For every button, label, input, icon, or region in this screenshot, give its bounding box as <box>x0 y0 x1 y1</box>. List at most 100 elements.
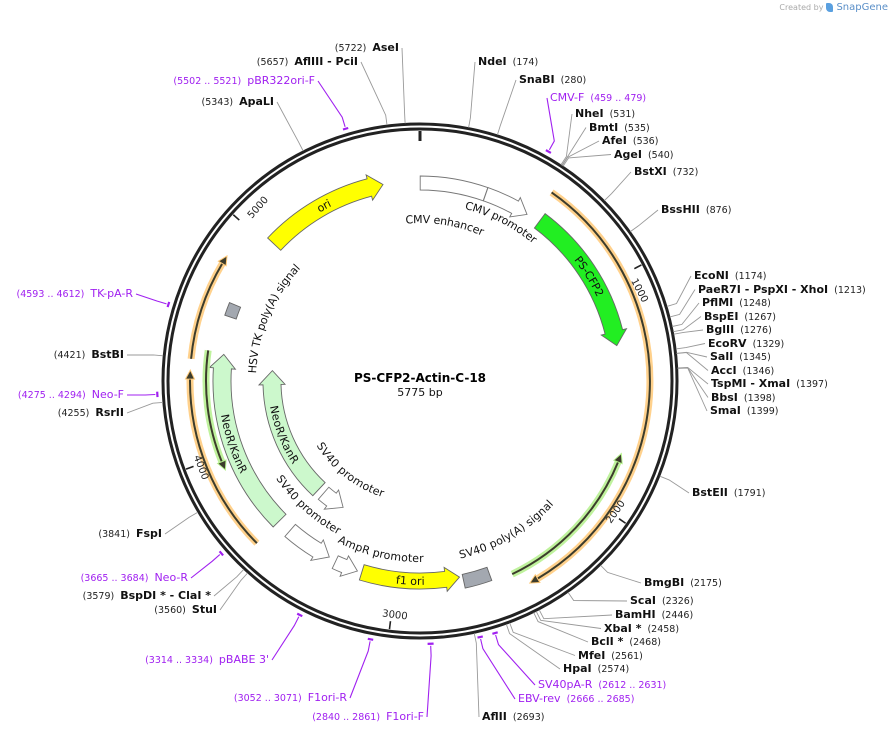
enzyme-name: SalI <box>710 350 734 363</box>
restriction-site-label[interactable]: BssHII (876) <box>661 203 737 218</box>
primer-binding-mark[interactable] <box>477 635 484 639</box>
restriction-site-label[interactable]: AfeI (536) <box>602 134 664 149</box>
primer-range: (3314 .. 3334) <box>145 655 213 666</box>
feature-sv40-promoter[interactable]: SV40 promoter <box>302 345 482 510</box>
primer-label[interactable]: SV40pA-R (2612 .. 2631) <box>538 678 672 693</box>
primer-label[interactable]: (5502 .. 5521) pBR322ori-F <box>167 74 315 89</box>
restriction-site-label[interactable]: PaeR7I - PspXI - XhoI (1213) <box>698 283 872 298</box>
restriction-site-label[interactable]: SalI (1345) <box>710 350 777 365</box>
enzyme-name: RsrII <box>95 406 124 419</box>
leader-line <box>567 592 628 602</box>
enzyme-name: BbsI <box>711 390 738 404</box>
primer-binding-mark[interactable] <box>342 126 349 131</box>
feature-translated-region[interactable] <box>184 368 260 546</box>
cut-position: (2693) <box>512 712 545 723</box>
restriction-site-label[interactable]: SmaI (1399) <box>710 404 785 419</box>
restriction-site-label[interactable]: BstXI (732) <box>634 165 704 180</box>
restriction-site-label[interactable]: BbsI (1398) <box>711 391 782 406</box>
feature-translated-region[interactable] <box>528 189 654 584</box>
restriction-site-label[interactable]: AflII (2693) <box>482 710 550 725</box>
primer-label[interactable]: EBV-rev (2666 .. 2685) <box>518 692 640 707</box>
enzyme-name: NdeI <box>478 55 507 68</box>
feature-shape <box>358 564 461 593</box>
primer-label[interactable]: (3314 .. 3334) pBABE 3' <box>139 653 269 668</box>
primer-binding-mark[interactable] <box>166 301 171 308</box>
leader-line <box>271 616 300 661</box>
feature-translated-region[interactable] <box>202 349 227 472</box>
restriction-site-label[interactable]: TspMI - XmaI (1397) <box>711 377 834 392</box>
restriction-site-label[interactable]: HpaI (2574) <box>563 662 635 677</box>
cut-position: (535) <box>624 122 650 134</box>
restriction-site-label[interactable]: EcoNI (1174) <box>694 269 772 284</box>
cut-position: (1329) <box>752 338 785 350</box>
cut-position: (1174) <box>734 271 767 282</box>
restriction-site-label[interactable]: EcoRV (1329) <box>708 337 790 352</box>
cut-position: (1398) <box>743 392 776 404</box>
restriction-site-label[interactable]: (5722) AseI <box>329 41 399 56</box>
cut-position: (5657) <box>256 57 289 68</box>
primer-range: (2840 .. 2861) <box>312 712 381 723</box>
restriction-site-label[interactable]: BamHI (2446) <box>615 608 699 623</box>
primer-label[interactable]: (4593 .. 4612) TK-pA-R <box>11 287 133 302</box>
restriction-site-label[interactable]: (5343) ApaLI <box>195 95 274 110</box>
cut-position: (5343) <box>201 97 234 108</box>
restriction-site-label[interactable]: (3841) FspI <box>92 527 162 542</box>
restriction-site-label[interactable]: (3579) BspDI * - ClaI * <box>77 589 211 604</box>
enzyme-name: BssHII <box>661 203 700 216</box>
restriction-site-label[interactable]: (4255) RsrII <box>52 406 124 421</box>
restriction-site-label[interactable]: MfeI (2561) <box>578 649 649 664</box>
enzyme-name: BglII <box>706 323 735 336</box>
primer-name: SV40pA-R <box>538 678 593 691</box>
enzyme-name: BspEI <box>704 309 739 323</box>
restriction-site-label[interactable]: (3560) StuI <box>148 603 217 618</box>
restriction-site-label[interactable]: NdeI (174) <box>478 55 544 70</box>
restriction-site-label[interactable]: (5657) AflIII - PciI <box>251 55 358 70</box>
restriction-site-label[interactable]: BmgBI (2175) <box>644 576 728 591</box>
primer-label[interactable]: (3665 .. 3684) Neo-R <box>75 571 188 586</box>
cut-position: (4421) <box>53 350 86 361</box>
primer-binding-mark[interactable] <box>296 612 303 618</box>
feature-translated-region[interactable] <box>510 452 623 578</box>
primer-name: CMV-F <box>550 91 585 104</box>
primer-binding-mark[interactable] <box>367 637 374 641</box>
restriction-site-label[interactable]: ScaI (2326) <box>630 594 700 609</box>
feature-label: SV40 promoter <box>314 440 386 500</box>
cut-position: (2175) <box>690 578 722 589</box>
primer-binding-mark[interactable] <box>545 149 552 154</box>
leader-line <box>505 623 561 670</box>
feature-label-text: SV40 poly(A) signal <box>458 497 556 561</box>
cut-position: (732) <box>672 167 699 178</box>
enzyme-name: MfeI <box>578 648 606 662</box>
restriction-site-label[interactable]: AccI (1346) <box>711 364 780 379</box>
feature-ori[interactable]: ori <box>220 173 552 412</box>
restriction-site-label[interactable]: BspEI (1267) <box>704 310 782 325</box>
primer-label[interactable]: (2840 .. 2861) F1ori-F <box>306 710 424 725</box>
primer-label[interactable]: (4275 .. 4294) Neo-F <box>12 388 124 403</box>
restriction-site-label[interactable]: SnaBI (280) <box>519 73 592 88</box>
restriction-site-label[interactable]: XbaI * (2458) <box>604 622 685 637</box>
restriction-site-label[interactable]: BglII (1276) <box>706 323 778 338</box>
tick-label: 5000 <box>246 195 271 221</box>
primer-binding-mark[interactable] <box>492 631 499 635</box>
feature-translated-region[interactable] <box>187 254 228 360</box>
feature-shape <box>208 353 287 528</box>
primer-range: (2612 .. 2631) <box>598 680 667 691</box>
leader-line <box>276 101 304 152</box>
restriction-site-label[interactable]: (4421) BstBI <box>48 348 124 363</box>
feature-f1-ori[interactable]: f1 ori <box>229 440 604 593</box>
restriction-site-label[interactable]: BstEII (1791) <box>692 486 771 501</box>
restriction-site-label[interactable]: BmtI (535) <box>589 121 656 136</box>
feature-shape <box>461 566 493 589</box>
restriction-site-label[interactable]: BclI * (2468) <box>591 635 667 650</box>
primer-label[interactable]: CMV-F (459 .. 479) <box>550 91 652 106</box>
restriction-site-label[interactable]: PflMI (1248) <box>702 296 777 311</box>
restriction-site-label[interactable]: AgeI (540) <box>614 148 680 163</box>
primer-binding-mark[interactable] <box>218 550 224 557</box>
primer-label[interactable]: (3052 .. 3071) F1ori-R <box>228 691 347 706</box>
cut-position: (1399) <box>746 406 779 417</box>
feature-shape <box>224 302 242 320</box>
leader-line <box>659 475 690 494</box>
watermark-created-by: Created by <box>779 3 824 12</box>
enzyme-name: BspDI * - ClaI * <box>120 589 211 602</box>
restriction-site-label[interactable]: NheI (531) <box>575 107 641 122</box>
